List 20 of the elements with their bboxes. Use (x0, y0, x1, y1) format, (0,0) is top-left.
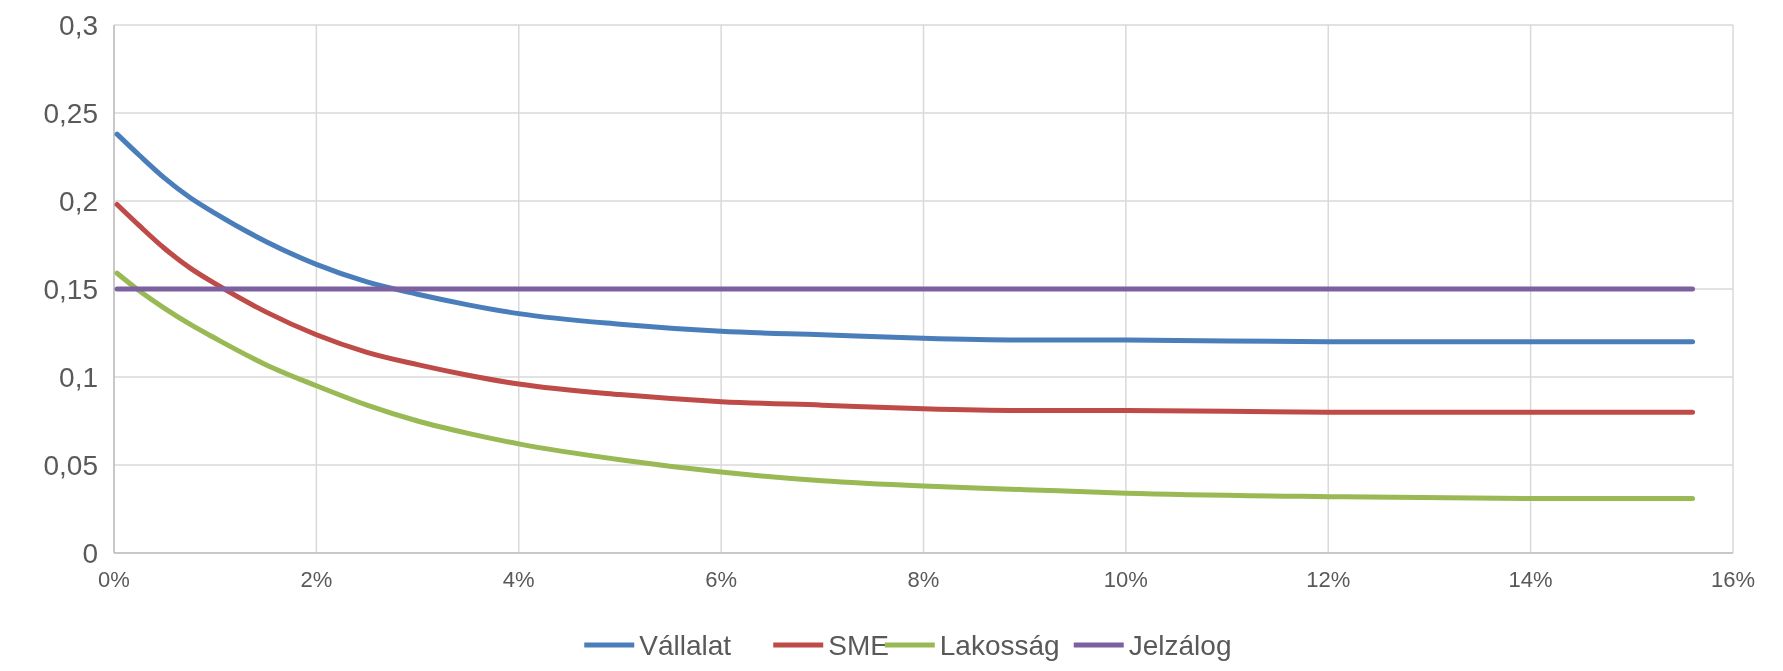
y-tick-label: 0,2 (59, 185, 98, 217)
x-tick-label: 6% (705, 567, 738, 592)
y-tick-label: 0,3 (59, 9, 98, 41)
y-tick-label: 0 (82, 537, 98, 569)
y-tick-label: 0,05 (43, 449, 98, 481)
x-tick-label: 0% (98, 567, 130, 592)
y-tick-label: 0,25 (43, 97, 98, 129)
x-tick-label: 14% (1508, 567, 1553, 592)
legend-label: SME (828, 630, 889, 661)
x-tick-label: 12% (1306, 567, 1351, 592)
legend-label: Lakosság (939, 630, 1060, 661)
x-tick-label: 10% (1103, 567, 1148, 592)
x-tick-label: 4% (502, 567, 535, 592)
legend-label: Vállalat (639, 630, 732, 661)
y-tick-label: 0,15 (43, 273, 98, 305)
y-tick-label: 0,1 (59, 361, 98, 393)
legend-label: Jelzálog (1128, 630, 1232, 661)
x-tick-label: 8% (907, 567, 940, 592)
x-tick-label: 16% (1710, 567, 1756, 592)
x-tick-label: 2% (300, 567, 333, 592)
